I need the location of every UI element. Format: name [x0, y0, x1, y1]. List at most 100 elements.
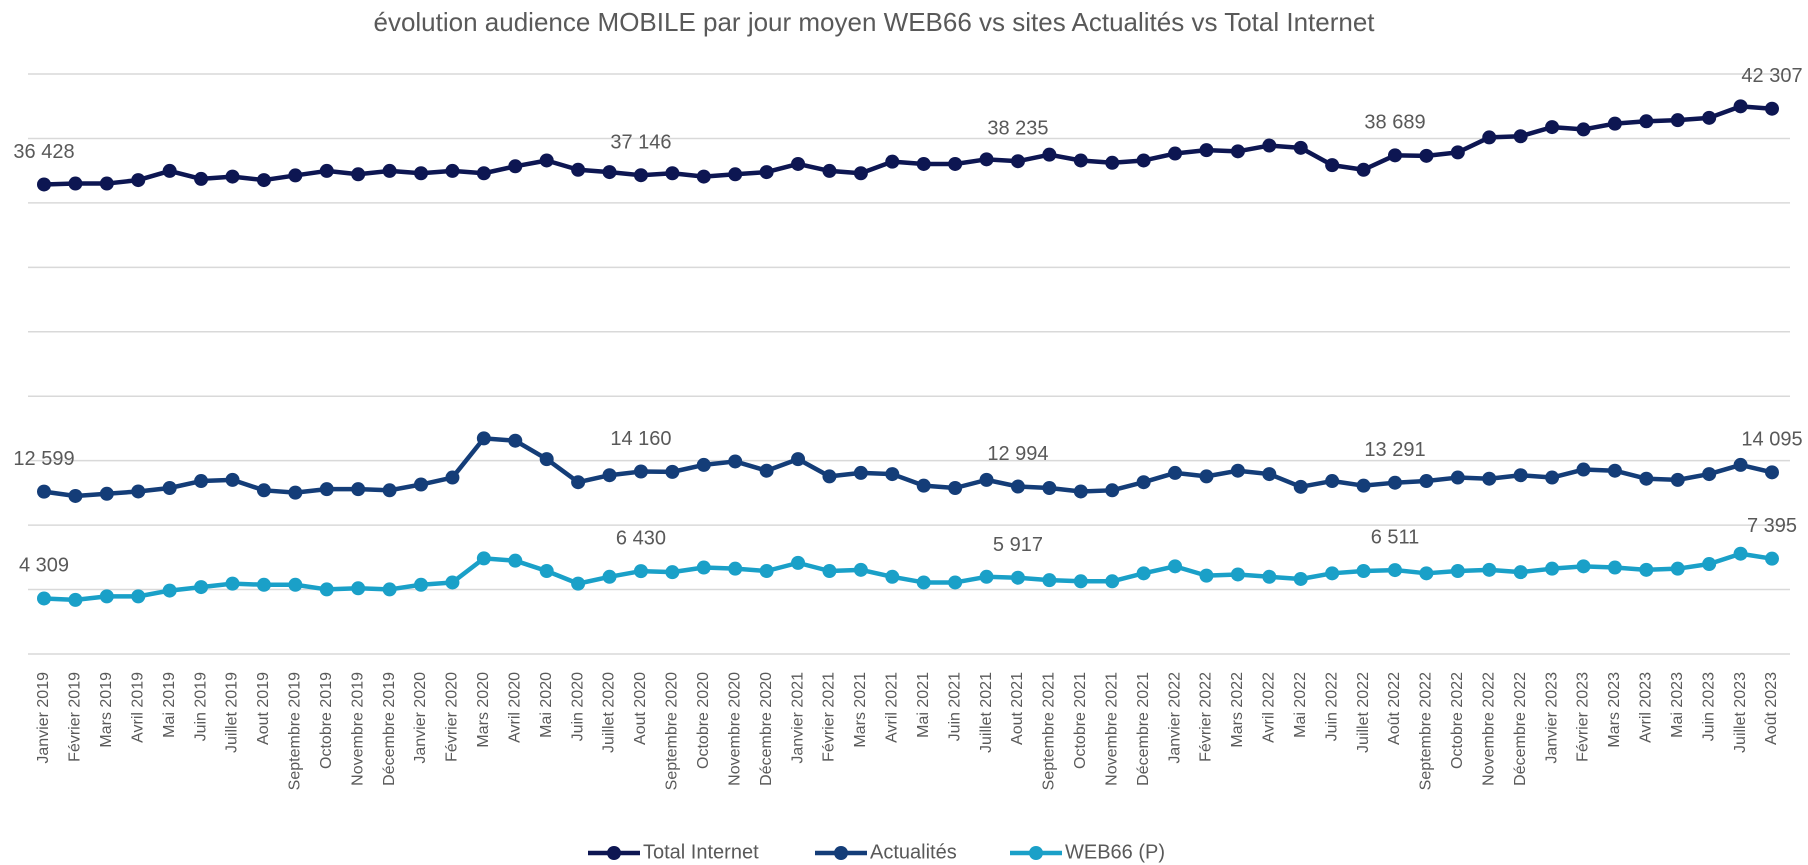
point: [1576, 559, 1591, 574]
point: [351, 167, 366, 182]
point: [853, 166, 868, 181]
point: [1513, 468, 1528, 483]
point: [162, 583, 177, 598]
data-label: 37 146: [610, 132, 671, 154]
point: [1670, 113, 1685, 128]
point: [1042, 147, 1057, 162]
point: [1639, 471, 1654, 486]
x-tick-label: Décembre 2021: [1135, 672, 1152, 786]
data-label: 38 689: [1364, 112, 1425, 134]
x-tick-label: Juin 2020: [569, 672, 586, 741]
point: [1042, 573, 1057, 588]
x-tick-label: Octobre 2019: [318, 672, 335, 769]
point: [571, 576, 586, 591]
point: [665, 464, 680, 479]
x-tick-label: Janvier 2021: [789, 672, 806, 764]
x-tick-label: Juillet 2019: [224, 672, 241, 753]
point: [1073, 153, 1088, 168]
series-line: [43, 436, 1773, 499]
x-tick-label: Mars 2022: [1229, 672, 1246, 748]
point: [948, 480, 963, 495]
point: [1545, 561, 1560, 576]
point: [1136, 475, 1151, 490]
point: [1168, 146, 1183, 161]
data-label: 14 160: [610, 428, 671, 450]
data-label: 13 291: [1364, 439, 1425, 461]
point: [194, 580, 209, 595]
point: [822, 469, 837, 484]
point: [37, 484, 51, 499]
point: [99, 176, 114, 191]
x-tick-label: Novembre 2019: [349, 672, 366, 786]
series-line: [43, 104, 1773, 187]
x-tick-label: Février 2021: [821, 672, 838, 762]
x-tick-label: Novembre 2020: [726, 672, 743, 786]
point: [1262, 138, 1277, 153]
point: [1419, 474, 1434, 489]
point: [696, 560, 711, 575]
point: [288, 577, 303, 592]
point: [1450, 470, 1465, 485]
point: [1702, 110, 1717, 125]
point: [979, 152, 994, 167]
point: [1765, 465, 1779, 480]
point: [1607, 560, 1622, 575]
legend-marker: [834, 846, 848, 860]
point: [1482, 130, 1497, 145]
data-label: 6 511: [1371, 526, 1420, 548]
data-label: 12 994: [987, 443, 1048, 465]
point: [1639, 562, 1654, 577]
x-tick-label: Novembre 2022: [1480, 672, 1497, 786]
point: [508, 433, 523, 448]
point: [633, 464, 648, 479]
x-tick-label: Juillet 2023: [1732, 672, 1749, 753]
x-tick-label: Septembre 2021: [1041, 672, 1058, 790]
point: [1105, 155, 1120, 170]
point: [319, 163, 334, 178]
point: [256, 577, 271, 592]
x-tick-label: Août 2022: [1386, 672, 1403, 745]
point: [1450, 563, 1465, 578]
point: [1670, 561, 1685, 576]
x-tick-label: Décembre 2022: [1512, 672, 1529, 786]
point: [1387, 475, 1402, 490]
point: [508, 159, 523, 174]
point: [131, 484, 146, 499]
point: [728, 454, 743, 469]
data-label: 42 307: [1741, 65, 1802, 87]
point: [1293, 140, 1308, 155]
point: [1105, 574, 1120, 589]
point: [728, 561, 743, 576]
point: [665, 565, 680, 580]
point: [759, 463, 774, 478]
point: [1513, 129, 1528, 144]
point: [885, 154, 900, 169]
point: [1073, 574, 1088, 589]
point: [99, 486, 114, 501]
point: [1765, 551, 1779, 566]
x-tick-label: Mai 2021: [915, 672, 932, 738]
point: [1262, 569, 1277, 584]
x-tick-label: Juin 2021: [946, 672, 963, 741]
point: [225, 472, 240, 487]
point: [256, 173, 271, 188]
point: [1387, 148, 1402, 163]
point: [162, 480, 177, 495]
point: [1199, 143, 1214, 158]
x-tick-label: Juin 2023: [1700, 672, 1717, 741]
point: [728, 167, 743, 182]
point: [414, 577, 429, 592]
point: [68, 592, 83, 607]
x-tick-label: Juillet 2021: [978, 672, 995, 753]
x-tick-label: Juillet 2020: [601, 672, 618, 753]
point: [476, 551, 491, 566]
x-tick-label: Mai 2020: [538, 672, 555, 738]
point: [131, 173, 146, 188]
x-tick-label: Décembre 2020: [758, 672, 775, 786]
point: [1325, 566, 1340, 581]
point: [1199, 469, 1214, 484]
point: [1105, 483, 1120, 498]
point: [1733, 99, 1748, 114]
point: [319, 482, 334, 497]
